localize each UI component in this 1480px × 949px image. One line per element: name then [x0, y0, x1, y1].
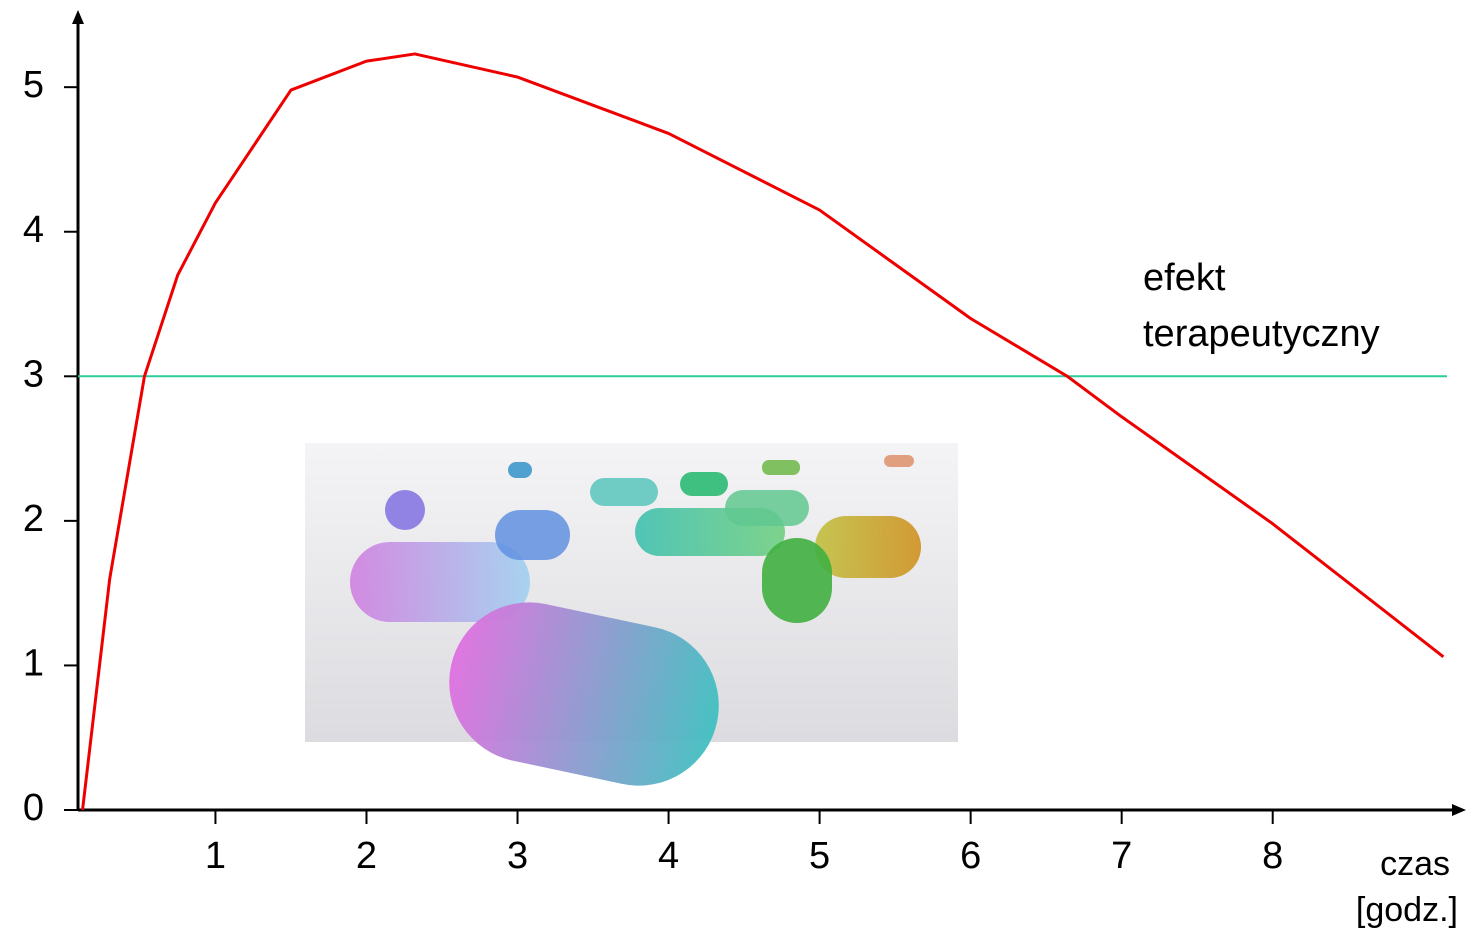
page: {"chart_data": {"type": "line", "x": [0.… [0, 0, 1480, 949]
x-tick-label: 4 [658, 835, 679, 877]
x-tick-label: 8 [1262, 835, 1283, 877]
x-tick-label: 2 [356, 835, 377, 877]
x-axis-label: [godz.] [1356, 891, 1458, 929]
y-tick-label: 4 [23, 209, 44, 251]
x-tick-label: 6 [960, 835, 981, 877]
y-tick-label: 1 [23, 642, 44, 684]
x-tick-label: 1 [205, 835, 226, 877]
threshold-label: terapeutyczny [1143, 313, 1380, 355]
y-axis-arrow [72, 10, 84, 24]
pills-image [305, 443, 958, 801]
x-tick-label: 3 [507, 835, 528, 877]
chart: efekt terapeutyczny czas [godz.] 0 1 2 3 4 5 1… [0, 0, 1480, 944]
x-axis-arrow [1452, 804, 1466, 816]
y-tick-label: 0 [23, 787, 44, 829]
threshold-label: efekt [1143, 257, 1226, 299]
x-axis-label: czas [1380, 845, 1450, 883]
y-tick-label: 5 [23, 64, 44, 106]
y-tick-label: 2 [23, 498, 44, 540]
x-tick-label: 5 [809, 835, 830, 877]
y-tick-label: 3 [23, 353, 44, 395]
x-tick-label: 7 [1111, 835, 1132, 877]
